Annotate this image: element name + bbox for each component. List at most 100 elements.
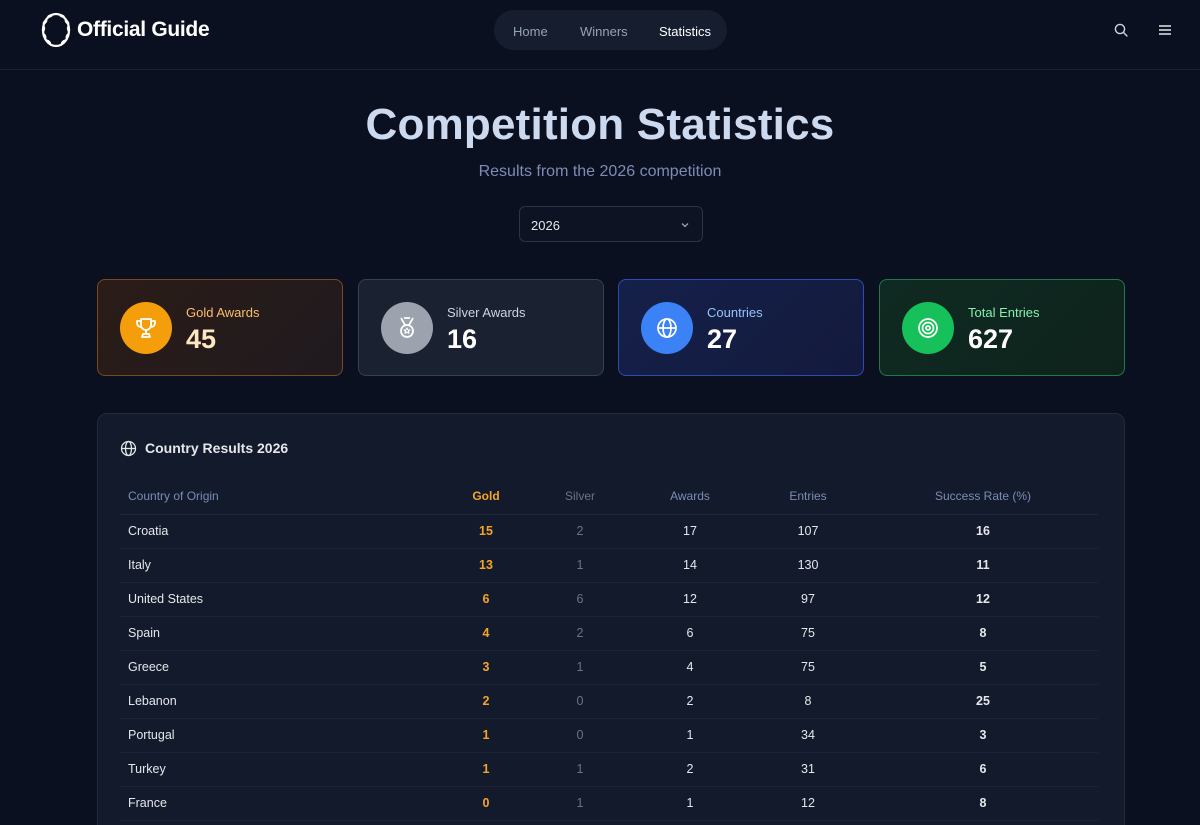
cell-entries: 97 [748, 582, 868, 617]
cell-success-rate: 25 [868, 684, 1098, 719]
table-row: Spain 4 2 6 75 8 [120, 616, 1098, 651]
cell-awards: 17 [632, 514, 748, 549]
cell-success-rate: 16 [868, 514, 1098, 549]
table-header-row: Country of Origin Gold Silver Awards Ent… [120, 479, 1098, 515]
table-row: Greece 3 1 4 75 5 [120, 650, 1098, 685]
cell-entries: 75 [748, 616, 868, 651]
country-results-panel: Country Results 2026 Country of Origin G… [97, 413, 1125, 825]
main-nav: Home Winners Statistics [494, 10, 727, 50]
stat-icon-circle [641, 302, 693, 354]
cell-success-rate: 12 [868, 582, 1098, 617]
panel-title: Country Results 2026 [145, 440, 289, 456]
cell-country: Spain [120, 616, 444, 651]
search-icon[interactable] [1113, 22, 1129, 38]
nav-home[interactable]: Home [513, 24, 548, 39]
cell-success-rate: 8 [868, 786, 1098, 821]
year-select[interactable]: 2026 [519, 206, 703, 242]
cell-silver: 0 [528, 684, 632, 719]
cell-success-rate: 3 [868, 718, 1098, 753]
stat-icon-circle [381, 302, 433, 354]
column-header-gold[interactable]: Gold [444, 479, 528, 515]
column-header-awards[interactable]: Awards [632, 479, 748, 515]
cell-country: United States [120, 582, 444, 617]
page-subtitle: Results from the 2026 competition [478, 163, 722, 180]
stat-icon-circle [902, 302, 954, 354]
table-row: United States 6 6 12 97 12 [120, 582, 1098, 617]
nav-statistics[interactable]: Statistics [659, 24, 712, 39]
page-title: Competition Statistics [365, 100, 835, 149]
nav-winners[interactable]: Winners [580, 24, 628, 39]
cell-silver: 6 [528, 582, 632, 617]
panel-header: Country Results 2026 [120, 438, 288, 458]
stat-label: Gold Awards [186, 305, 260, 320]
stat-card-silver: Silver Awards 16 [358, 279, 604, 376]
country-results-table: Country of Origin Gold Silver Awards Ent… [120, 479, 1098, 821]
table-row: Italy 13 1 14 130 11 [120, 548, 1098, 583]
cell-silver: 0 [528, 718, 632, 753]
cell-silver: 1 [528, 752, 632, 787]
stat-card-countries: Countries 27 [618, 279, 864, 376]
stat-label: Silver Awards [447, 305, 526, 320]
column-header-entries[interactable]: Entries [748, 479, 868, 515]
cell-success-rate: 11 [868, 548, 1098, 583]
cell-gold: 4 [444, 616, 528, 651]
column-header-silver[interactable]: Silver [528, 479, 632, 515]
cell-gold: 1 [444, 718, 528, 753]
cell-country: France [120, 786, 444, 821]
cell-silver: 1 [528, 548, 632, 583]
table-row: Lebanon 2 0 2 8 25 [120, 684, 1098, 719]
stat-card-entries: Total Entries 627 [879, 279, 1125, 376]
cell-entries: 31 [748, 752, 868, 787]
cell-entries: 75 [748, 650, 868, 685]
stat-value: 27 [707, 324, 738, 354]
cell-silver: 1 [528, 650, 632, 685]
table-row: Croatia 15 2 17 107 16 [120, 514, 1098, 549]
cell-country: Lebanon [120, 684, 444, 719]
cell-entries: 34 [748, 718, 868, 753]
brand-logo[interactable]: Official Guide [39, 10, 210, 50]
year-select-value: 2026 [531, 218, 560, 233]
menu-icon[interactable] [1157, 22, 1173, 38]
cell-gold: 13 [444, 548, 528, 583]
cell-country: Turkey [120, 752, 444, 787]
stat-value: 627 [968, 324, 1014, 354]
stat-icon-circle [120, 302, 172, 354]
cell-awards: 1 [632, 718, 748, 753]
cell-country: Italy [120, 548, 444, 583]
chevron-down-icon [681, 223, 689, 228]
stat-label: Total Entries [968, 305, 1040, 320]
stat-value: 16 [447, 324, 478, 354]
cell-entries: 107 [748, 514, 868, 549]
cell-success-rate: 8 [868, 616, 1098, 651]
cell-gold: 6 [444, 582, 528, 617]
stat-card-gold: Gold Awards 45 [97, 279, 343, 376]
target-icon [918, 318, 938, 338]
cell-entries: 12 [748, 786, 868, 821]
table-row: Portugal 1 0 1 34 3 [120, 718, 1098, 753]
globe-icon [657, 318, 677, 338]
cell-success-rate: 6 [868, 752, 1098, 787]
table-row: France 0 1 1 12 8 [120, 786, 1098, 821]
cell-awards: 2 [632, 752, 748, 787]
cell-success-rate: 5 [868, 650, 1098, 685]
table-row: Turkey 1 1 2 31 6 [120, 752, 1098, 787]
laurel-logo-icon [41, 12, 71, 48]
cell-gold: 3 [444, 650, 528, 685]
column-header-success-rate[interactable]: Success Rate (%) [868, 479, 1098, 515]
cell-awards: 2 [632, 684, 748, 719]
medal-icon [400, 317, 414, 338]
column-header-country[interactable]: Country of Origin [120, 479, 444, 515]
globe-icon [120, 440, 137, 456]
cell-entries: 130 [748, 548, 868, 583]
cell-silver: 2 [528, 514, 632, 549]
cell-gold: 15 [444, 514, 528, 549]
cell-entries: 8 [748, 684, 868, 719]
cell-awards: 1 [632, 786, 748, 821]
cell-silver: 2 [528, 616, 632, 651]
brand-name: Official Guide [77, 18, 210, 41]
trophy-icon [136, 318, 156, 338]
stat-value: 45 [186, 324, 217, 354]
cell-country: Portugal [120, 718, 444, 753]
cell-awards: 12 [632, 582, 748, 617]
cell-awards: 14 [632, 548, 748, 583]
